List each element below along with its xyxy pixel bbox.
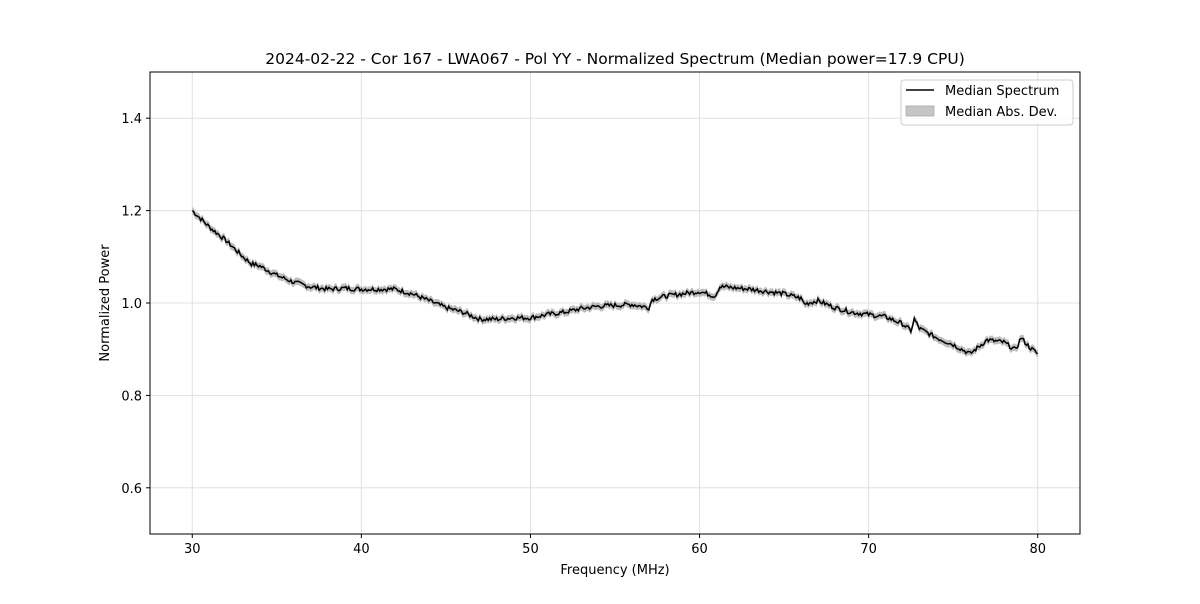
legend-label-mad: Median Abs. Dev. xyxy=(945,105,1057,120)
x-axis-label: Frequency (MHz) xyxy=(560,563,669,578)
x-tick-label: 50 xyxy=(522,542,539,557)
legend-band-swatch xyxy=(905,105,935,117)
y-axis-label: Normalized Power xyxy=(98,244,113,362)
y-tick-label: 1.0 xyxy=(121,297,142,312)
y-tick-label: 0.8 xyxy=(121,389,142,404)
x-tick-label: 40 xyxy=(353,542,370,557)
x-tick-label: 60 xyxy=(691,542,708,557)
legend: Median Spectrum Median Abs. Dev. xyxy=(900,79,1074,126)
y-tick-label: 0.6 xyxy=(121,482,142,497)
x-tick-label: 70 xyxy=(860,542,877,557)
legend-box xyxy=(900,79,1074,126)
y-tick-label: 1.4 xyxy=(121,112,142,127)
x-tick-label: 30 xyxy=(184,542,201,557)
ticks: 30 40 50 60 70 80 0.6 0.8 1.0 1.2 1.4 xyxy=(121,112,1046,557)
x-tick-label: 80 xyxy=(1029,542,1046,557)
chart-title: 2024-02-22 - Cor 167 - LWA067 - Pol YY -… xyxy=(265,50,965,68)
y-tick-label: 1.2 xyxy=(121,205,142,220)
median-spectrum-line xyxy=(191,210,1039,355)
data-marks xyxy=(191,206,1039,358)
legend-label-median-spectrum: Median Spectrum xyxy=(945,84,1059,99)
